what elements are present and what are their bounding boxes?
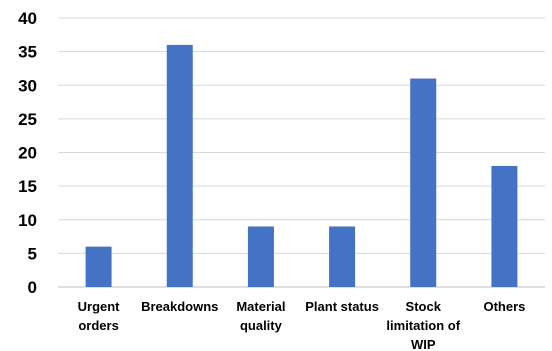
- x-tick-label-line: quality: [240, 318, 283, 333]
- y-axis-ticks: 0 5 10 15 20 25 30 35 40: [18, 9, 37, 297]
- bar: [247, 226, 274, 287]
- bar: [410, 78, 437, 288]
- bar: [491, 165, 518, 287]
- bar: [166, 44, 193, 288]
- x-tick-label-line: Others: [483, 299, 525, 314]
- y-tick-label: 5: [28, 244, 37, 263]
- y-tick-label: 25: [18, 110, 37, 129]
- y-tick-label: 40: [18, 9, 37, 28]
- x-tick-label-line: Breakdowns: [141, 299, 218, 314]
- x-tick-label: Breakdowns: [141, 299, 218, 314]
- y-tick-label: 10: [18, 211, 37, 230]
- x-tick-label: Urgent orders: [78, 299, 121, 333]
- bar: [85, 246, 112, 287]
- x-tick-label-line: limitation of: [386, 318, 460, 333]
- y-tick-label: 20: [18, 144, 37, 163]
- gridlines: [58, 17, 545, 288]
- bars: [85, 44, 518, 288]
- x-axis-ticks: Urgent orders Breakdowns Material quality Pla…: [78, 299, 526, 351]
- y-tick-label: 35: [18, 43, 37, 62]
- x-tick-label-line: Material: [236, 299, 285, 314]
- x-tick-label: Stock limitation of WIP: [386, 299, 460, 351]
- x-tick-label-line: Stock: [406, 299, 442, 314]
- x-tick-label-line: Plant status: [305, 299, 379, 314]
- bar: [329, 226, 356, 287]
- y-tick-label: 30: [18, 76, 37, 95]
- x-tick-label: Material quality: [236, 299, 285, 333]
- y-tick-label: 15: [18, 177, 37, 196]
- x-tick-label-line: orders: [78, 318, 118, 333]
- x-tick-label-line: Urgent: [78, 299, 121, 314]
- x-tick-label: Others: [483, 299, 525, 314]
- y-tick-label: 0: [28, 278, 37, 297]
- x-tick-label: Plant status: [305, 299, 379, 314]
- x-tick-label-line: WIP: [411, 337, 436, 351]
